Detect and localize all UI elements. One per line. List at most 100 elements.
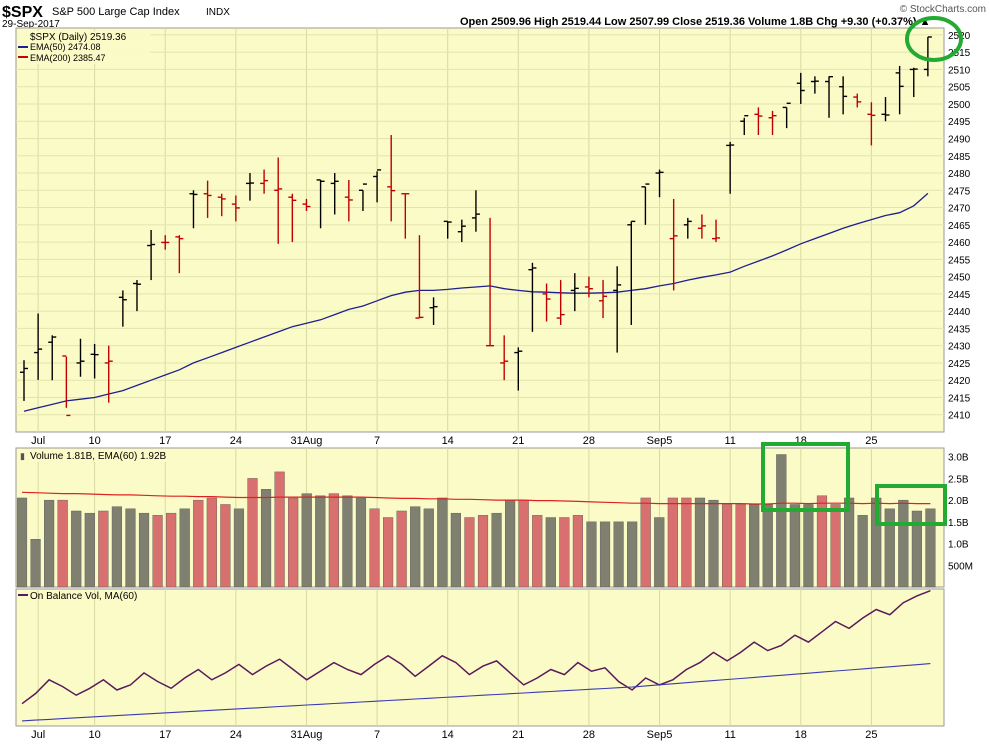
x-tick-label: 31Aug: [291, 729, 323, 741]
volume-bar: [166, 512, 177, 588]
ohlc-bar: [584, 276, 593, 298]
volume-tick-label: 1.0B: [948, 540, 969, 551]
volume-bar: [179, 508, 190, 588]
price-tick-label: 2485: [948, 152, 971, 163]
ohlc-bar: [415, 235, 424, 319]
quote-line: Open 2509.96 High 2519.44 Low 2507.99 Cl…: [460, 16, 930, 28]
ohlc-bar: [231, 195, 240, 222]
x-tick-label: 31Aug: [291, 435, 323, 447]
volume-bar: [84, 512, 95, 588]
volume-legend: Volume 1.81B, EMA(60) 1.92B: [30, 451, 167, 462]
ohlc-bar: [161, 235, 170, 250]
ohlc-bar: [20, 360, 28, 401]
chart-exchange: INDX: [206, 7, 230, 18]
ohlc-bar: [76, 338, 85, 377]
x-tick-label: 14: [442, 729, 454, 741]
price-tick-label: 2495: [948, 117, 971, 128]
x-tick-label: 28: [583, 435, 595, 447]
x-tick-label: 21: [512, 435, 524, 447]
ohlc-bar: [288, 193, 297, 243]
volume-bar: [328, 493, 339, 588]
ohlc-bar: [627, 220, 636, 325]
volume-bar: [152, 515, 163, 588]
price-tick-label: 2470: [948, 204, 971, 215]
x-tick-label: 11: [724, 729, 735, 741]
price-panel: [15, 27, 945, 433]
x-tick-label: Jul: [31, 729, 45, 741]
x-tick-label: Jul: [31, 435, 45, 447]
ohlc-bar: [867, 102, 876, 146]
price-tick-label: 2475: [948, 186, 971, 197]
ohlc-bar: [147, 230, 156, 281]
volume-bar: [193, 499, 204, 588]
x-tick-label: 7: [374, 729, 380, 741]
ohlc-bar: [48, 335, 57, 381]
volume-bar: [830, 504, 841, 588]
volume-bar: [776, 454, 787, 588]
price-tick-label: 2410: [948, 411, 971, 422]
price-tick-label: 2505: [948, 83, 971, 94]
chart-symbol: $SPX: [2, 4, 43, 21]
price-tick-label: 2455: [948, 255, 971, 266]
volume-bar: [532, 515, 543, 588]
volume-bar: [518, 499, 529, 588]
ohlc-bar: [556, 280, 565, 325]
ohlc-bar: [853, 93, 862, 108]
ohlc-bar: [796, 72, 805, 104]
ohlc-bar: [330, 173, 339, 215]
volume-bar: [586, 521, 597, 588]
ohlc-bar: [782, 102, 791, 129]
highlight-box-volume-spike: [761, 442, 850, 512]
x-tick-label: Sep5: [647, 729, 673, 741]
ohlc-bar: [909, 67, 918, 98]
ohlc-bar: [514, 347, 523, 391]
brand-watermark: © StockCharts.com: [900, 4, 986, 15]
price-tick-label: 2440: [948, 307, 971, 318]
x-tick-label: 24: [230, 729, 242, 741]
volume-bar: [450, 512, 461, 588]
ohlc-bar: [274, 157, 283, 244]
volume-bar: [491, 512, 502, 588]
volume-bar: [925, 508, 936, 588]
ohlc-bar: [203, 180, 212, 218]
ohlc-bar: [810, 76, 819, 94]
volume-bar: [57, 499, 68, 588]
volume-bar: [125, 508, 136, 588]
ohlc-bar: [358, 183, 367, 212]
legend-price: $SPX (Daily) 2519.36: [30, 32, 127, 43]
volume-ema-line: [21, 491, 931, 505]
ohlc-bars: [20, 36, 932, 417]
annotations: [761, 16, 963, 526]
volume-bar: [721, 504, 733, 588]
x-tick-label: 28: [583, 729, 595, 741]
volume-bar: [396, 510, 407, 588]
x-tick-label: 11: [724, 435, 735, 447]
ohlc-bar: [471, 190, 480, 232]
ohlc-bar: [726, 141, 735, 194]
ohlc-bar: [34, 313, 43, 380]
ohlc-bar: [260, 169, 269, 194]
volume-bar: [233, 508, 245, 588]
volume-bar: [505, 499, 516, 588]
ohlc-bar: [712, 219, 721, 243]
volume-bar: [301, 493, 312, 588]
x-tick-label: 18: [795, 729, 807, 741]
volume-tick-label: 500M: [948, 561, 973, 572]
volume-bar: [735, 504, 746, 588]
volume-bar: [545, 517, 556, 588]
ohlc-bar: [302, 198, 311, 212]
price-tick-label: 2420: [948, 376, 971, 387]
ohlc-bar: [754, 107, 763, 136]
volume-bar: [355, 497, 367, 588]
ohlc-bar: [613, 266, 622, 353]
volume-bar: [98, 510, 109, 588]
volume-bar: [260, 489, 272, 588]
volume-bar: [410, 506, 421, 588]
ohlc-bar: [669, 198, 678, 291]
ohlc-bar: [90, 343, 99, 379]
obv-legend: On Balance Vol, MA(60): [30, 591, 137, 602]
x-tick-label: 14: [442, 435, 454, 447]
highlight-box-recent-volume: [875, 484, 947, 526]
x-tick-label: 21: [512, 729, 524, 741]
